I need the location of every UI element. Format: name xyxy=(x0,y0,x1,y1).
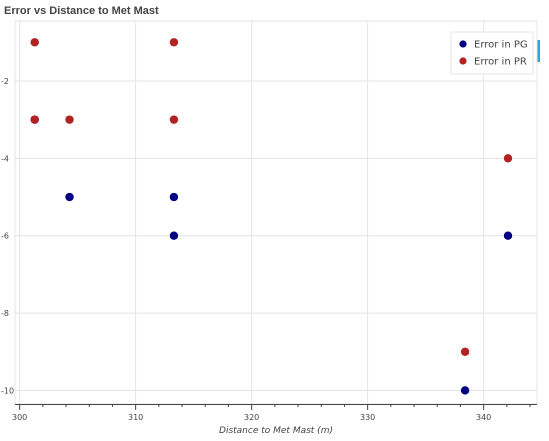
plot-area xyxy=(14,20,538,405)
legend-marker xyxy=(459,40,467,48)
pr-error-point xyxy=(30,38,39,47)
x-tick-label: 310 xyxy=(128,413,143,422)
pr-error-point xyxy=(460,347,470,356)
y-tick-label: -2 xyxy=(1,77,9,86)
pr-error-point xyxy=(30,115,39,124)
pr-error-point xyxy=(169,38,179,47)
y-tick-label: -4 xyxy=(1,154,9,163)
pg-error-point xyxy=(65,192,74,202)
y-tick-label: -8 xyxy=(1,309,9,318)
pg-error-point xyxy=(460,386,470,395)
legend: Error in PG Error in PR xyxy=(450,31,534,75)
axes: 300 310 320 330 340 -2 -4 -6 -8 -10 xyxy=(1,77,537,422)
legend-label: Error in PR xyxy=(474,57,527,68)
pg-error-point xyxy=(169,192,179,202)
grid-lines xyxy=(15,21,537,404)
legend-marker xyxy=(459,57,467,65)
x-tick-label: 320 xyxy=(244,413,259,422)
y-tick-label: -10 xyxy=(1,386,14,395)
data-points xyxy=(30,38,513,395)
x-axis-label: Distance to Met Mast (m) xyxy=(219,426,333,436)
legend-label: Error in PG xyxy=(474,40,528,51)
pg-error-point xyxy=(169,231,179,240)
y-tick-label: -6 xyxy=(1,232,9,241)
pr-error-point xyxy=(65,115,74,124)
legend-box xyxy=(450,31,534,75)
pg-error-point xyxy=(503,231,513,240)
pr-error-point xyxy=(169,115,179,124)
x-tick-label: 340 xyxy=(476,413,491,422)
x-tick-label: 330 xyxy=(360,413,375,422)
x-tick-label: 300 xyxy=(12,413,27,422)
toolbar-edge[interactable] xyxy=(537,40,540,62)
chart-title: Error vs Distance to Met Mast xyxy=(4,5,159,17)
pr-error-point xyxy=(503,154,513,163)
